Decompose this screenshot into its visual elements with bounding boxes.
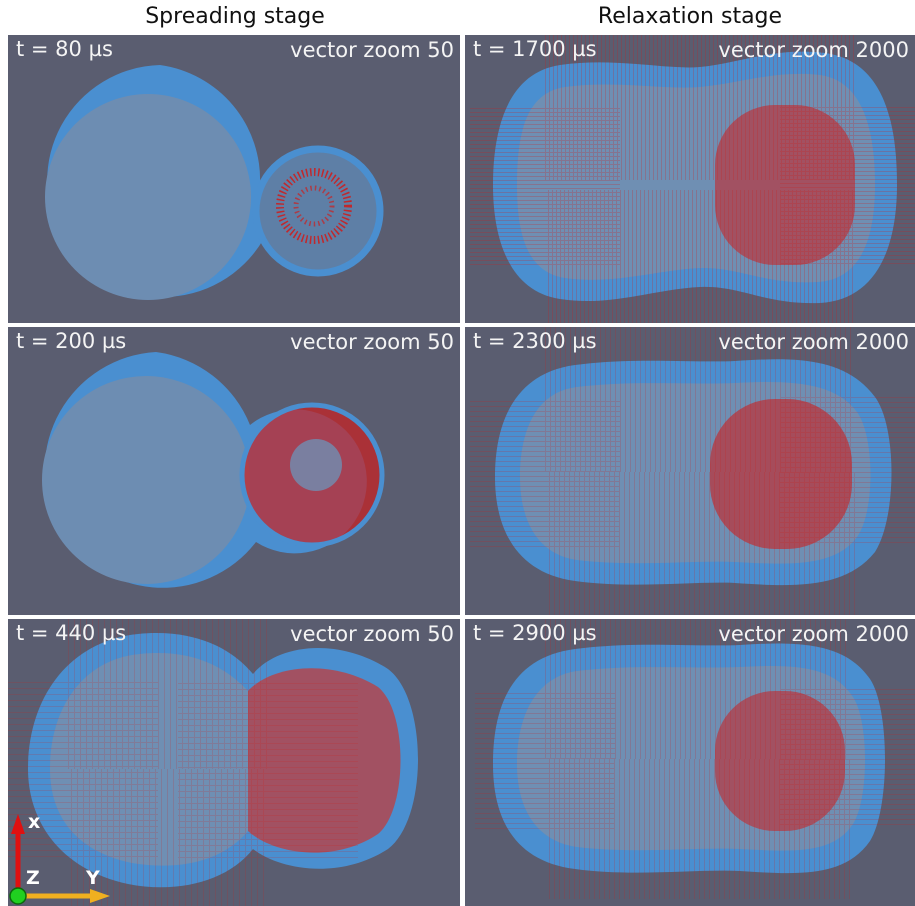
droplet-image <box>470 327 915 615</box>
time-label: t = 2900 µs <box>473 621 597 645</box>
axis-triad: x Z Y <box>9 811 110 905</box>
y-axis-label: Y <box>85 867 100 889</box>
time-label: t = 1700 µs <box>473 37 597 61</box>
column-title-relaxation: Relaxation stage <box>597 4 783 29</box>
vector-zoom-label: vector zoom 2000 <box>718 38 909 62</box>
time-label: t = 80 µs <box>16 37 113 61</box>
panel-relaxation-t2300: t = 2300 µs vector zoom 2000 <box>465 327 915 615</box>
time-label: t = 440 µs <box>16 621 127 645</box>
panel-relaxation-t2900: t = 2900 µs vector zoom 2000 <box>465 619 915 906</box>
x-axis-arrowhead <box>11 814 25 834</box>
y-axis-arrowhead <box>90 889 110 903</box>
vector-zoom-label: vector zoom 50 <box>290 622 454 646</box>
vector-zoom-label: vector zoom 2000 <box>718 330 909 354</box>
droplet-image <box>470 35 915 323</box>
droplet-image <box>8 619 418 906</box>
droplet-image <box>42 352 385 588</box>
droplet-image <box>45 65 384 300</box>
time-label: t = 2300 µs <box>473 329 597 353</box>
panel-relaxation-t1700: t = 1700 µs vector zoom 2000 <box>465 35 915 323</box>
z-axis-dot <box>9 887 27 905</box>
panel-spreading-t440: t = 440 µs vector zoom 50 x Z Y <box>8 619 460 906</box>
column-title-spreading: Spreading stage <box>145 4 325 29</box>
z-axis-label: Z <box>26 867 40 889</box>
vector-zoom-label: vector zoom 50 <box>290 38 454 62</box>
time-label: t = 200 µs <box>16 329 127 353</box>
droplet-image <box>475 619 915 899</box>
panel-spreading-t80: t = 80 µs vector zoom 50 <box>8 35 460 323</box>
x-axis-label: x <box>28 811 40 833</box>
panel-spreading-t200: t = 200 µs vector zoom 50 <box>8 327 460 615</box>
vector-zoom-label: vector zoom 2000 <box>718 622 909 646</box>
vector-zoom-label: vector zoom 50 <box>290 330 454 354</box>
